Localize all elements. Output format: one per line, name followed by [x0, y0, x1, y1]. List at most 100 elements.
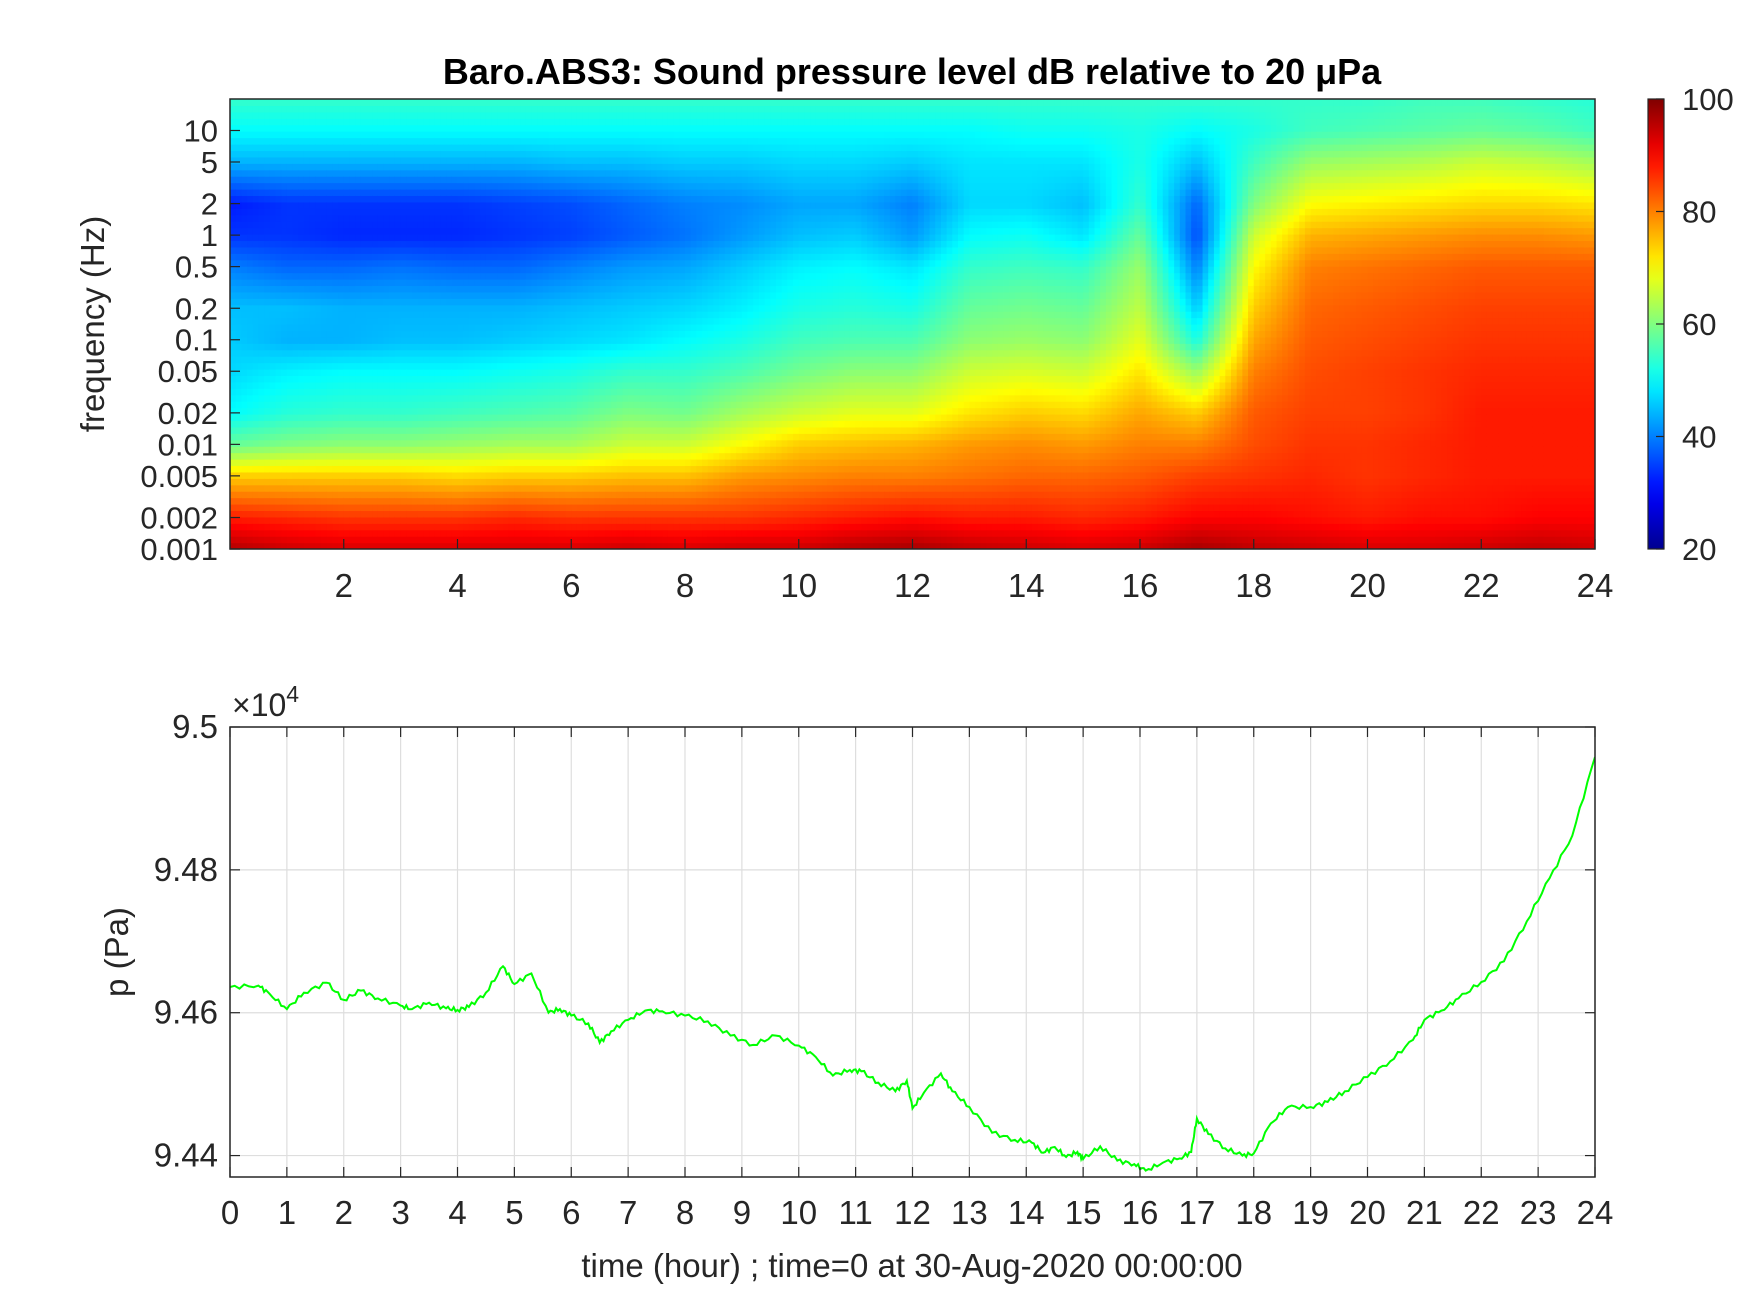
spectrogram-cell — [514, 446, 521, 454]
spectrogram-cell — [463, 446, 470, 454]
spectrogram-cell — [321, 484, 328, 492]
spectrogram-cell — [389, 221, 396, 229]
spectrogram-cell — [338, 105, 345, 113]
spectrogram-cell — [247, 394, 254, 402]
spectrogram-cell — [258, 272, 265, 280]
spectrogram-cell — [315, 169, 322, 177]
spectrogram-cell — [360, 208, 368, 216]
spectrogram-cell — [605, 536, 612, 544]
spectrogram-cell — [480, 253, 487, 261]
spectrogram-cell — [542, 272, 550, 280]
spectrogram-cell — [366, 465, 373, 473]
spectrogram-cell — [303, 504, 311, 512]
spectrogram-cell — [281, 311, 288, 319]
spectrogram-cell — [383, 259, 390, 267]
spectrogram-cell — [309, 343, 316, 351]
spectrogram-cell — [531, 452, 538, 460]
spectrogram-cell — [298, 349, 305, 357]
spectrogram-cell — [440, 105, 447, 113]
spectrogram-cell — [394, 201, 402, 209]
spectrogram-cell — [451, 336, 459, 344]
spectrogram-cell — [247, 221, 254, 229]
spectrogram-cell — [628, 504, 635, 512]
spectrogram-cell — [520, 504, 527, 512]
spectrogram-cell — [394, 394, 402, 402]
spectrogram-cell — [594, 176, 601, 184]
spectrogram-cell — [565, 529, 572, 537]
spectrogram-cell — [571, 536, 578, 544]
spectrogram-cell — [406, 414, 413, 422]
spectrogram-cell — [321, 169, 328, 177]
spectrogram-cell — [480, 381, 487, 389]
spectrogram-cell — [394, 356, 402, 364]
spectrogram-cell — [332, 465, 339, 473]
spectrogram-cell — [457, 420, 464, 428]
spectrogram-cell — [565, 234, 572, 242]
spectrogram-cell — [588, 317, 595, 325]
spectrogram-cell — [252, 240, 260, 248]
spectrogram-cell — [554, 150, 561, 158]
spectrogram-cell — [269, 214, 277, 222]
spectrogram-cell — [548, 137, 555, 145]
spectrogram-cell — [230, 227, 237, 235]
spectrogram-cell — [400, 163, 407, 171]
spectrogram-cell — [497, 446, 504, 454]
spectrogram-cell — [281, 426, 288, 434]
spectrogram-cell — [366, 394, 373, 402]
spectrogram-cell — [554, 182, 561, 190]
spectrogram-cell — [412, 356, 419, 364]
spectrogram-cell — [622, 259, 629, 267]
spectrogram-cell — [480, 163, 487, 171]
spectrogram-cell — [383, 478, 390, 486]
spectrogram-cell — [582, 111, 589, 119]
spectrogram-cell — [514, 150, 521, 158]
spectrogram-cell — [548, 304, 555, 312]
spectrogram-cell — [286, 414, 294, 422]
spectrogram-cell — [417, 497, 424, 505]
spectrogram-cell — [315, 124, 322, 132]
spectrogram-cell — [343, 484, 351, 492]
spectrogram-cell — [321, 118, 328, 126]
spectrogram-cell — [434, 324, 442, 332]
spectrogram-cell — [537, 150, 544, 158]
spectrogram-cell — [537, 330, 544, 338]
spectrogram-cell — [474, 105, 481, 113]
spectrogram-cell — [372, 471, 379, 479]
spectrogram-cell — [372, 459, 379, 467]
spectrogram-cell — [474, 266, 481, 274]
spectrogram-cell — [514, 497, 521, 505]
spectrogram-cell — [508, 253, 515, 261]
spectrogram-cell — [383, 291, 390, 299]
spectrogram-cell — [423, 516, 430, 524]
spectrogram-cell — [542, 246, 550, 254]
spectrogram-cell — [326, 189, 333, 197]
spectrogram-cell — [576, 272, 584, 280]
spectrogram-cell — [292, 279, 299, 287]
spectrogram-cell — [360, 298, 368, 306]
spectrogram-cell — [599, 439, 606, 447]
spectrogram-cell — [252, 137, 260, 145]
spectrogram-cell — [508, 208, 515, 216]
spectrogram-cell — [491, 105, 498, 113]
spectrogram-cell — [360, 523, 368, 531]
spectrogram-cell — [622, 246, 629, 254]
spectrogram-cell — [389, 465, 396, 473]
spectrogram-cell — [355, 529, 362, 537]
spectrogram-cell — [400, 304, 407, 312]
spectrogram-cell — [548, 362, 555, 370]
spectrogram-cell — [298, 407, 305, 415]
spectrogram-cell — [542, 169, 550, 177]
spectrogram-cell — [531, 266, 538, 274]
spectrogram-cell — [434, 279, 442, 287]
spectrogram-cell — [349, 497, 356, 505]
spectrogram-cell — [326, 214, 333, 222]
spectrogram-cell — [343, 208, 351, 216]
spectrogram-cell — [303, 234, 311, 242]
spectrogram-cell — [332, 375, 339, 383]
spectrogram-cell — [599, 169, 606, 177]
spectrogram-cell — [537, 163, 544, 171]
spectrogram-cell — [605, 446, 612, 454]
spectrogram-cell — [571, 381, 578, 389]
spectrogram-cell — [343, 246, 351, 254]
spectrogram-cell — [303, 317, 311, 325]
